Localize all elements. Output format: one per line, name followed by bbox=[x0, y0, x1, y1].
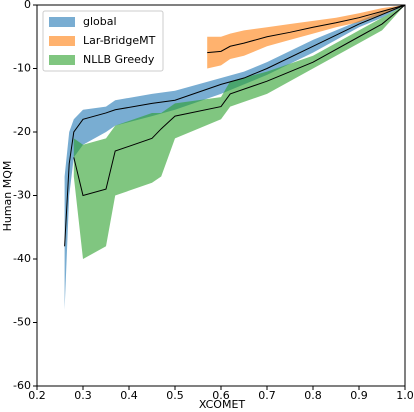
series-line bbox=[64, 4, 406, 247]
x-axis-label: XCOMET bbox=[199, 398, 246, 411]
legend-label: global bbox=[83, 15, 117, 28]
legend-swatch bbox=[49, 55, 75, 65]
y-tick-label: 0 bbox=[24, 0, 31, 11]
y-tick-label: -30 bbox=[13, 189, 31, 202]
y-tick-label: -60 bbox=[13, 379, 31, 392]
x-tick-label: 0.2 bbox=[28, 389, 46, 402]
series-line bbox=[73, 4, 406, 197]
legend-label: NLLB Greedy bbox=[83, 53, 155, 66]
x-tick-label: 0.8 bbox=[304, 389, 322, 402]
x-tick-label: 0.9 bbox=[350, 389, 368, 402]
x-tick-label: 0.7 bbox=[258, 389, 276, 402]
y-axis-label: Human MQM bbox=[1, 161, 14, 232]
y-tick-label: -40 bbox=[13, 252, 31, 265]
x-tick-label: 1.0 bbox=[396, 389, 414, 402]
legend-swatch bbox=[49, 17, 75, 27]
legend-label: Lar-BridgeMT bbox=[83, 34, 156, 47]
x-tick-label: 0.5 bbox=[166, 389, 184, 402]
y-tick-label: -50 bbox=[13, 316, 31, 329]
confidence-band bbox=[207, 5, 405, 69]
series-line bbox=[207, 4, 406, 54]
x-tick-label: 0.3 bbox=[74, 389, 92, 402]
y-tick-label: -20 bbox=[13, 125, 31, 138]
x-tick-label: 0.4 bbox=[120, 389, 138, 402]
legend-swatch bbox=[49, 36, 75, 46]
y-tick-label: -10 bbox=[13, 62, 31, 75]
x-tick-label: 0.6 bbox=[212, 389, 230, 402]
confidence-band bbox=[73, 5, 406, 259]
